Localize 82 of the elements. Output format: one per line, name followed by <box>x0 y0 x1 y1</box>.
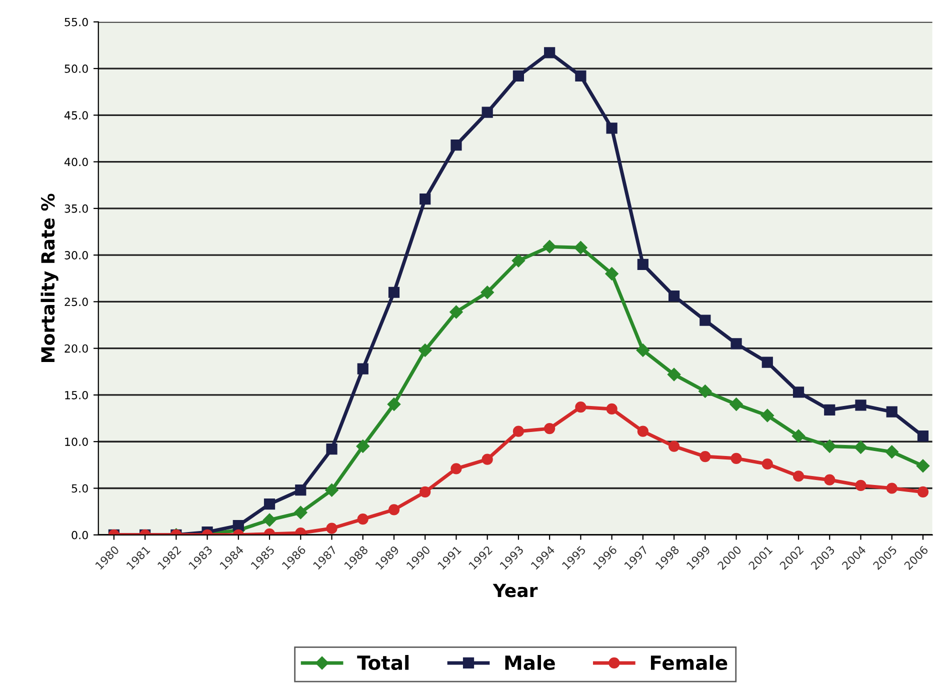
point <box>542 240 556 254</box>
point <box>388 286 400 298</box>
point <box>232 520 244 532</box>
point <box>325 484 338 497</box>
y-tick-label: 10.0 <box>65 438 88 446</box>
point <box>512 70 524 82</box>
point <box>667 368 681 382</box>
point <box>357 363 368 374</box>
y-tick-label: 35.0 <box>64 204 88 213</box>
point <box>917 430 929 442</box>
point <box>916 459 930 472</box>
point <box>356 440 370 453</box>
point <box>450 139 462 151</box>
point <box>295 484 306 496</box>
point <box>762 458 773 470</box>
y-tick-label: 0.0 <box>72 530 88 540</box>
point <box>792 470 804 482</box>
point <box>420 486 431 498</box>
point <box>606 403 618 415</box>
legend-label: Total <box>357 654 409 670</box>
point <box>792 386 804 398</box>
point <box>700 314 711 326</box>
point <box>637 426 648 437</box>
y-tick-label: 5.0 <box>72 484 88 493</box>
point <box>730 398 743 411</box>
legend-label: Male <box>505 654 555 670</box>
point <box>637 258 648 270</box>
point <box>636 344 650 357</box>
point <box>544 423 556 434</box>
point <box>855 400 866 411</box>
point <box>886 406 898 418</box>
point <box>824 404 836 416</box>
point <box>480 286 494 299</box>
y-axis-title: Mortality Rate % <box>40 194 58 362</box>
y-tick-label: 20.0 <box>64 344 88 353</box>
point <box>668 440 680 452</box>
y-tick-label: 15.0 <box>65 390 88 400</box>
y-tick-label: 30.0 <box>64 251 88 260</box>
point <box>544 47 556 58</box>
point <box>855 480 866 492</box>
point <box>326 522 338 534</box>
point <box>886 482 898 494</box>
point <box>450 305 463 319</box>
point <box>668 290 680 302</box>
point <box>420 194 431 205</box>
point <box>387 398 401 411</box>
point <box>388 504 400 516</box>
point <box>730 452 742 464</box>
point <box>357 513 368 525</box>
y-tick-label: 55.0 <box>64 18 88 26</box>
point <box>482 106 493 118</box>
point <box>264 498 276 510</box>
point <box>760 408 774 422</box>
point <box>450 463 462 474</box>
point <box>482 454 493 465</box>
point <box>605 267 618 280</box>
point <box>575 70 586 82</box>
point <box>512 426 524 437</box>
y-tick-label: 45.0 <box>64 111 88 120</box>
point <box>574 241 588 254</box>
point <box>512 254 526 268</box>
point <box>700 450 711 462</box>
y-tick-label: 25.0 <box>64 298 88 306</box>
point <box>824 474 836 486</box>
point <box>294 506 308 520</box>
point <box>418 344 432 357</box>
point <box>606 122 618 134</box>
point <box>326 444 338 455</box>
point <box>762 356 773 368</box>
y-tick-label: 50.0 <box>64 64 88 73</box>
point <box>854 440 868 454</box>
point <box>823 440 836 453</box>
point <box>730 338 742 350</box>
x-axis-title: Year <box>492 584 538 598</box>
point <box>917 486 929 498</box>
legend-label: Female <box>650 654 728 670</box>
point <box>262 513 276 527</box>
point <box>575 402 586 413</box>
point <box>698 384 712 398</box>
point <box>885 445 898 458</box>
y-tick-label: 40.0 <box>64 158 88 166</box>
point <box>792 429 806 443</box>
